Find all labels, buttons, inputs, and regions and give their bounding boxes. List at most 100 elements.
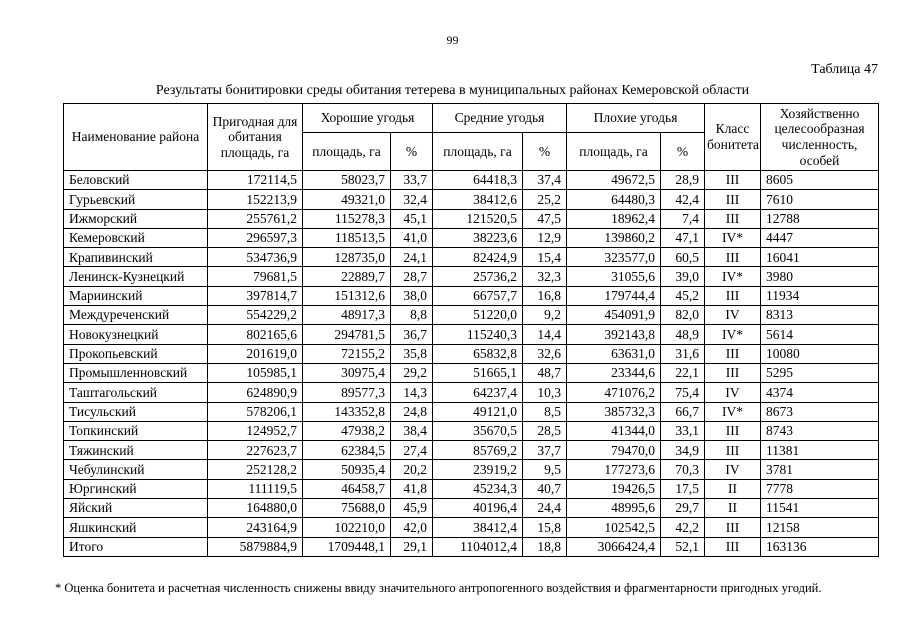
table-row: Гурьевский 152213,9 49321,0 32,4 38412,6 25,2… <box>63 189 880 210</box>
table-cell: Тисульский <box>63 401 208 422</box>
table-cell: Крапивинский <box>63 247 208 268</box>
table-row: Тисульский 578206,1 143352,8 24,8 49121,0 8,5… <box>63 401 880 422</box>
table-cell: 14,3 <box>390 382 433 403</box>
table-cell: Новокузнецкий <box>63 324 208 345</box>
table-cell: 28,9 <box>659 169 706 191</box>
table-cell: 471076,2 <box>566 382 661 403</box>
table-cell: 41,0 <box>390 227 433 249</box>
table-cell: 9,2 <box>522 305 567 326</box>
table-cell: 41344,0 <box>566 420 661 442</box>
table-cell: 60,5 <box>659 247 706 268</box>
table-row: Чебулинский 252128,2 50935,4 20,2 23919,2 9,5… <box>63 459 880 480</box>
table-cell: III <box>704 517 762 538</box>
table-cell: 38412,6 <box>432 189 523 210</box>
table-cell: III <box>704 536 762 557</box>
table-cell: IV* <box>704 324 762 345</box>
table-cell: 143352,8 <box>302 401 391 422</box>
table-cell: 49672,5 <box>566 169 661 191</box>
table-cell: 64480,3 <box>566 189 661 210</box>
table-cell: Ижморский <box>63 208 208 229</box>
table-cell: 32,4 <box>390 189 433 210</box>
table-cell: 115278,3 <box>302 208 391 229</box>
table-cell: 4374 <box>760 382 880 403</box>
table-cell: 554229,2 <box>207 305 303 326</box>
table-row: Яшкинский 243164,9 102210,0 42,0 38412,4 15,8… <box>63 517 880 538</box>
table-body: Беловский 172114,5 58023,7 33,7 64418,3 37,4 4… <box>63 169 880 557</box>
table-cell: Междуреченский <box>63 305 208 326</box>
table-cell: III <box>704 420 762 442</box>
table-cell: 8,5 <box>522 401 567 422</box>
table-label: Таблица 47 <box>811 62 878 77</box>
table-cell: 42,4 <box>659 189 706 210</box>
table-cell: 12158 <box>760 517 880 538</box>
table-cell: 121520,5 <box>432 208 523 229</box>
table-cell: 5295 <box>760 362 880 384</box>
table-cell: 70,3 <box>659 459 706 480</box>
table-cell: 33,1 <box>659 420 706 442</box>
table-cell: 179744,4 <box>566 285 661 307</box>
table-cell: 72155,2 <box>302 343 391 364</box>
table-cell: 12788 <box>760 208 880 229</box>
table-cell: 51220,0 <box>432 305 523 326</box>
table-cell: III <box>704 208 762 229</box>
table-row: Междуреченский 554229,2 48917,3 8,8 51220,0 9… <box>63 305 880 326</box>
table-cell: 115240,3 <box>432 324 523 345</box>
table-cell: 41,8 <box>390 478 433 500</box>
table-cell: 31,6 <box>659 343 706 364</box>
table-cell: 31055,6 <box>566 266 661 287</box>
table-cell: 58023,7 <box>302 169 391 191</box>
table-cell: Яшкинский <box>63 517 208 538</box>
table-cell: 50935,4 <box>302 459 391 480</box>
table-cell: 64237,4 <box>432 382 523 403</box>
table-cell: 49121,0 <box>432 401 523 422</box>
header-medium-area: площадь, га <box>432 132 523 171</box>
table-cell: 48,7 <box>522 362 567 384</box>
table-cell: IV* <box>704 227 762 249</box>
table-cell: 8673 <box>760 401 880 422</box>
table-cell: 18962,4 <box>566 208 661 229</box>
table-row: Мариинский 397814,7 151312,6 38,0 66757,7 16,… <box>63 285 880 307</box>
table-cell: III <box>704 247 762 268</box>
table-cell: Итого <box>63 536 208 557</box>
table-cell: 40196,4 <box>432 498 523 519</box>
table-cell: 30975,4 <box>302 362 391 384</box>
header-bonitet-class: Класс бонитета <box>704 103 762 171</box>
table-cell: II <box>704 498 762 519</box>
table-cell: 32,6 <box>522 343 567 364</box>
table-cell: 454091,9 <box>566 305 661 326</box>
table-cell: 47,5 <box>522 208 567 229</box>
table-cell: 201619,0 <box>207 343 303 364</box>
table-cell: 27,4 <box>390 440 433 461</box>
table-cell: 82,0 <box>659 305 706 326</box>
table-cell: 9,5 <box>522 459 567 480</box>
table-cell: 1104012,4 <box>432 536 523 557</box>
header-good-area: площадь, га <box>302 132 391 171</box>
table-cell: 8605 <box>760 169 880 191</box>
table-cell: IV* <box>704 266 762 287</box>
table-cell: 22,1 <box>659 362 706 384</box>
table-cell: 40,7 <box>522 478 567 500</box>
table-cell: 11541 <box>760 498 880 519</box>
table-cell: 38223,6 <box>432 227 523 249</box>
table-cell: III <box>704 362 762 384</box>
table-cell: 252128,2 <box>207 459 303 480</box>
table-cell: Топкинский <box>63 420 208 442</box>
table-cell: 14,4 <box>522 324 567 345</box>
table-cell: 227623,7 <box>207 440 303 461</box>
table-cell: 64418,3 <box>432 169 523 191</box>
table-row: Кемеровский 296597,3 118513,5 41,0 38223,6 12… <box>63 227 880 249</box>
table-cell: III <box>704 440 762 461</box>
table-cell: 28,5 <box>522 420 567 442</box>
table-cell: 397814,7 <box>207 285 303 307</box>
table-cell: Промышленновский <box>63 362 208 384</box>
table-row: Ижморский 255761,2 115278,3 45,1 121520,5 47,… <box>63 208 880 229</box>
table-cell: 15,8 <box>522 517 567 538</box>
table-cell: 3066424,4 <box>566 536 661 557</box>
table-row: Юргинский 111119,5 46458,7 41,8 45234,3 40,7 1… <box>63 478 880 500</box>
table-cell: IV <box>704 382 762 403</box>
table-cell: 45,9 <box>390 498 433 519</box>
header-medium-pct: % <box>522 132 567 171</box>
table-cell: 385732,3 <box>566 401 661 422</box>
table-cell: 48995,6 <box>566 498 661 519</box>
table-cell: IV* <box>704 401 762 422</box>
